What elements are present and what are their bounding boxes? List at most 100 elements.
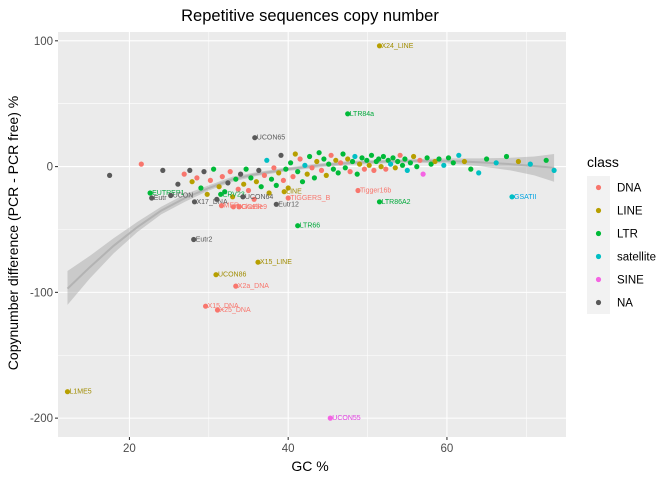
data-point <box>376 156 382 162</box>
data-point <box>295 169 301 175</box>
data-point <box>354 171 360 177</box>
legend-label: LTR <box>617 229 638 241</box>
point-label: GSATII <box>514 194 536 201</box>
point-label: EUTREP1 <box>152 190 184 197</box>
data-point <box>251 196 257 202</box>
data-point <box>225 180 231 186</box>
data-point <box>211 166 217 172</box>
legend-swatch <box>595 207 602 214</box>
data-point <box>288 160 294 166</box>
data-point <box>216 184 222 190</box>
data-point <box>484 156 490 162</box>
point-label: UCON65 <box>257 135 286 142</box>
data-point <box>327 415 333 421</box>
data-point <box>349 158 356 165</box>
panel-background <box>58 32 566 437</box>
data-point <box>292 151 298 157</box>
data-point <box>147 190 153 196</box>
data-point <box>357 161 363 167</box>
data-point <box>264 157 270 163</box>
point-label: Eutr12 <box>278 201 299 208</box>
point-label: Eutr <box>154 195 168 202</box>
point-label: ERV23 <box>223 191 245 198</box>
data-point <box>376 43 383 49</box>
data-point <box>321 156 327 162</box>
data-point <box>241 181 247 187</box>
data-point <box>316 150 322 156</box>
data-point <box>385 157 391 163</box>
data-point <box>328 152 334 158</box>
data-point <box>330 166 336 172</box>
data-point <box>160 167 166 173</box>
data-point <box>218 203 225 209</box>
data-point <box>335 170 341 176</box>
data-point <box>551 167 557 173</box>
legend-label: DNA <box>617 183 642 195</box>
point-label: Charlie9 <box>241 204 267 211</box>
data-point <box>295 223 301 229</box>
data-point <box>311 175 317 181</box>
data-point <box>227 169 233 175</box>
point-label: X25_DNA <box>220 307 251 314</box>
data-point <box>345 111 351 117</box>
legend-label: SINE <box>617 275 644 287</box>
data-point <box>383 166 389 172</box>
data-point <box>527 161 533 167</box>
legend: class DNA LINE LTR satellite SINE NA <box>587 154 656 314</box>
point-label: L1ME5 <box>70 389 92 396</box>
data-point <box>461 158 467 165</box>
data-point <box>364 157 370 163</box>
point-label: TIGGERS_B <box>290 195 330 202</box>
data-point <box>248 175 254 181</box>
data-point <box>347 169 353 175</box>
point-label: X15_DNA <box>208 303 239 310</box>
data-point <box>278 152 284 158</box>
data-point <box>230 204 236 210</box>
data-point <box>432 158 438 165</box>
data-point <box>338 160 344 166</box>
data-point <box>302 162 308 168</box>
data-point <box>441 162 447 168</box>
data-point <box>376 199 383 205</box>
legend-swatch <box>595 299 602 306</box>
y-axis-title: Copynumber difference (PCR - PCR free) % <box>5 96 21 370</box>
data-point <box>355 187 361 194</box>
data-point <box>266 190 272 196</box>
data-point <box>404 167 410 173</box>
data-point <box>450 160 456 166</box>
data-point <box>395 158 401 165</box>
point-label: LTR84a <box>350 111 374 118</box>
data-point <box>299 179 306 185</box>
data-point <box>411 153 417 160</box>
data-point <box>235 186 241 192</box>
data-point <box>187 167 193 173</box>
data-point <box>214 196 220 202</box>
data-point <box>233 176 239 182</box>
data-point <box>283 166 289 172</box>
point-label: X2a_DNA <box>238 283 269 290</box>
data-point <box>493 160 499 166</box>
data-point <box>233 283 239 289</box>
data-point <box>245 187 252 194</box>
data-point <box>138 161 144 167</box>
data-point <box>191 199 198 205</box>
data-point <box>285 185 291 191</box>
point-label: X24_LINE <box>382 43 414 50</box>
point-label: LTR86A2 <box>382 199 411 206</box>
point-label: LTR66 <box>300 223 321 230</box>
data-point <box>342 165 348 171</box>
data-point <box>428 161 434 167</box>
point-label: UCON <box>173 193 194 200</box>
data-point <box>271 165 277 171</box>
data-point <box>204 191 210 197</box>
point-label: LINE <box>286 189 302 196</box>
data-point <box>175 181 181 187</box>
data-point <box>268 176 275 182</box>
data-point <box>214 307 221 313</box>
data-point <box>290 174 296 180</box>
data-point <box>436 156 442 162</box>
data-point <box>503 153 510 160</box>
data-point <box>189 179 195 185</box>
data-point <box>107 172 113 178</box>
